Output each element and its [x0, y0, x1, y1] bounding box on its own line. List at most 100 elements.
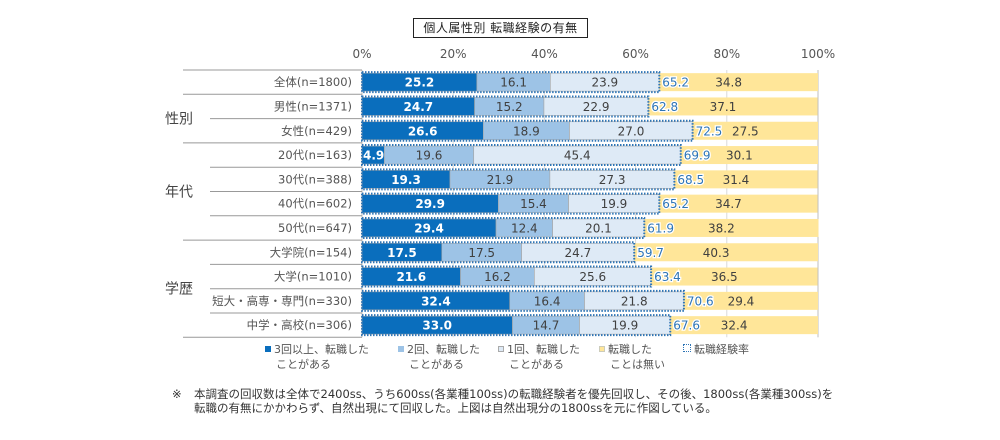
bar-segment [648, 97, 818, 116]
x-tick-label: 80% [713, 47, 740, 61]
legend-label: 1回、転職した [507, 343, 580, 356]
data-label: 40.3 [703, 246, 730, 260]
legend-item-rate: 転職経験率 [683, 342, 749, 357]
footnote-text: 本調査の回収数は全体で2400ss、うち600ss(各業種100ss)の転職経験… [194, 387, 834, 415]
experience-rate-label: 69.9 [684, 149, 711, 163]
experience-rate-label: 59.7 [637, 246, 664, 260]
experience-rate-label: 72.5 [696, 124, 723, 138]
data-label: 37.1 [710, 100, 737, 114]
data-labels: 25.2 16.1 23.9 34.8 65.2 24.7 15.2 22.9 37.1 62.8… [363, 74, 759, 333]
data-label: 12.4 [511, 221, 538, 235]
data-label: 16.4 [534, 294, 561, 308]
data-label: 27.3 [599, 173, 626, 187]
footnote-mark: ※ [172, 387, 182, 401]
data-label: 27.0 [618, 124, 645, 138]
data-label: 25.2 [405, 76, 435, 90]
category-label: 短大・高専・専門(n=330) [212, 294, 352, 308]
x-tick-label: 20% [440, 47, 467, 61]
dotted-square-icon [683, 344, 691, 352]
experience-rate-outline [361, 265, 653, 288]
experience-rate-label: 63.4 [654, 270, 681, 284]
legend-label: 3回以上、転職した [274, 343, 369, 356]
legend-label-line2: ことがある [276, 358, 331, 371]
bars [361, 72, 819, 335]
experience-rate-label: 65.2 [662, 197, 689, 211]
x-tick-label: 0% [352, 47, 371, 61]
category-label: 20代(n=163) [278, 148, 352, 162]
data-label: 20.1 [585, 221, 612, 235]
experience-rate-outline [361, 314, 672, 337]
data-label: 31.4 [723, 173, 750, 187]
data-label: 45.4 [564, 149, 591, 163]
legend-label-line2: ことは無い [610, 358, 665, 371]
data-label: 23.9 [591, 76, 618, 90]
experience-rate-label: 61.9 [647, 221, 674, 235]
experience-rate-label: 65.2 [662, 76, 689, 90]
legend-item-3plus: 3回以上、転職した ことがある [265, 342, 369, 372]
experience-rate-overlay [361, 71, 694, 337]
bar-segment [670, 316, 818, 335]
x-tick-label: 100% [801, 47, 835, 61]
data-label: 33.0 [422, 319, 452, 333]
legend-item-1: 1回、転職した ことがある [498, 342, 580, 372]
category-label: 中学・高校(n=306) [247, 318, 352, 332]
data-label: 19.3 [391, 173, 421, 187]
data-label: 30.1 [726, 149, 753, 163]
category-label: 50代(n=647) [278, 221, 352, 235]
experience-rate-outline [361, 168, 676, 191]
data-label: 14.7 [533, 319, 560, 333]
group-label: 学歴 [165, 282, 193, 298]
data-label: 25.6 [579, 270, 606, 284]
experience-rate-label: 62.8 [651, 100, 678, 114]
data-label: 36.5 [711, 270, 738, 284]
legend-item-none: 転職した ことは無い [599, 342, 665, 372]
data-label: 24.7 [565, 246, 592, 260]
x-axis-ticks: 0% 20% 40% 60% 80% 100% [352, 47, 835, 61]
data-label: 16.1 [500, 76, 527, 90]
data-label: 29.4 [728, 294, 755, 308]
data-label: 4.9 [363, 149, 384, 163]
group-label: 年代 [165, 185, 193, 201]
experience-rate-outline [361, 216, 646, 239]
data-label: 17.5 [468, 246, 495, 260]
experience-rate-label: 67.6 [673, 319, 700, 333]
bar-segment [644, 218, 819, 237]
experience-rate-label: 68.5 [677, 173, 704, 187]
experience-rate-outline [361, 241, 636, 264]
experience-rate-outline [361, 119, 694, 142]
data-label: 16.2 [484, 270, 511, 284]
data-label: 22.9 [583, 100, 610, 114]
category-label: 大学(n=1010) [274, 270, 352, 284]
data-label: 19.9 [612, 319, 639, 333]
category-label: 大学院(n=154) [270, 245, 352, 259]
bar-segment [634, 243, 818, 262]
category-label: 男性(n=1371) [274, 99, 352, 113]
experience-rate-outline [361, 71, 661, 94]
category-label: 30代(n=388) [278, 172, 352, 186]
category-labels: 全体(n=1800) 男性(n=1371) 女性(n=429) 20代(n=163) 3… [165, 75, 352, 332]
experience-rate-label: 70.6 [687, 294, 714, 308]
category-label: 女性(n=429) [281, 124, 352, 138]
category-label: 40代(n=602) [278, 197, 352, 211]
data-label: 19.9 [601, 197, 628, 211]
category-label: 全体(n=1800) [274, 75, 352, 89]
data-label: 26.6 [408, 124, 438, 138]
data-label: 29.4 [414, 221, 444, 235]
bar-segment [659, 73, 818, 92]
chart-title: 個人属性別 転職経験の有無 [413, 18, 588, 38]
x-tick-label: 40% [531, 47, 558, 61]
data-label: 32.4 [721, 319, 748, 333]
data-label: 38.2 [708, 221, 735, 235]
bar-segment [651, 267, 818, 286]
legend-label-line2: ことがある [509, 358, 564, 371]
legend-label: 転職経験率 [694, 343, 749, 356]
data-label: 17.5 [387, 246, 417, 260]
legend-label: 2回、転職した [407, 343, 480, 356]
stacked-bar-chart: 0% 20% 40% 60% 80% 100% 全体(n=1800) 男性(n=1371) 女… [165, 47, 835, 338]
square-yellow-icon [599, 346, 605, 352]
data-label: 32.4 [421, 294, 451, 308]
data-label: 34.7 [715, 197, 742, 211]
square-dark-blue-icon [265, 346, 271, 352]
bar-segment [692, 121, 818, 140]
square-light-blue-icon [498, 346, 504, 352]
